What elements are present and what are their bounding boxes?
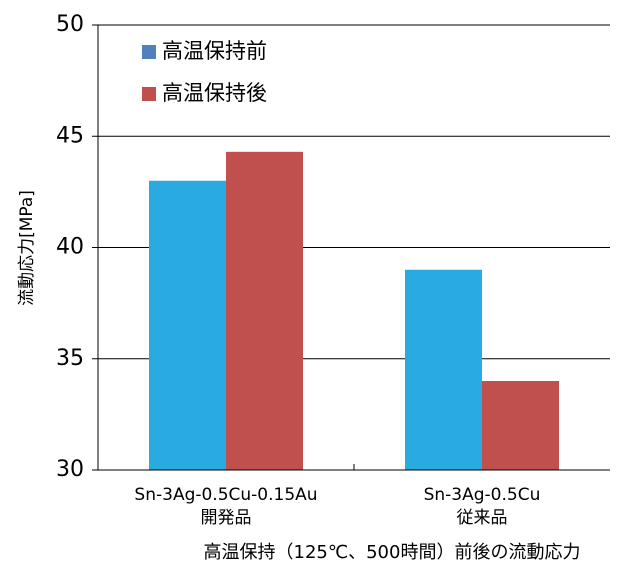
chart-caption: 高温保持（125℃、500時間）前後の流動応力 — [204, 542, 581, 563]
x-category-label: 従来品 — [457, 508, 508, 528]
y-tick-label: 40 — [56, 235, 84, 260]
y-tick-label: 30 — [56, 457, 84, 482]
legend-swatch — [142, 87, 156, 101]
x-category-label: 開発品 — [201, 508, 252, 528]
y-tick-label: 35 — [56, 346, 84, 371]
legend-label: 高温保持前 — [162, 39, 267, 63]
x-category-label: Sn-3Ag-0.5Cu-0.15Au — [134, 485, 317, 505]
x-category-label: Sn-3Ag-0.5Cu — [424, 485, 541, 505]
legend-label: 高温保持後 — [162, 81, 267, 105]
legend-swatch — [142, 45, 156, 59]
bar — [482, 381, 559, 470]
y-axis-label: 流動応力[MPa] — [17, 190, 37, 306]
axes — [92, 24, 610, 471]
y-tick-label: 50 — [56, 12, 84, 37]
y-tick-label: 45 — [56, 123, 84, 148]
bars — [149, 151, 559, 470]
bar — [405, 269, 482, 470]
y-tick-labels: 30 35 40 45 50 — [56, 12, 84, 482]
category-labels: Sn-3Ag-0.5Cu-0.15Au 開発品 Sn-3Ag-0.5Cu 従来品 — [134, 485, 540, 528]
bar — [226, 151, 303, 470]
bar — [149, 180, 226, 470]
